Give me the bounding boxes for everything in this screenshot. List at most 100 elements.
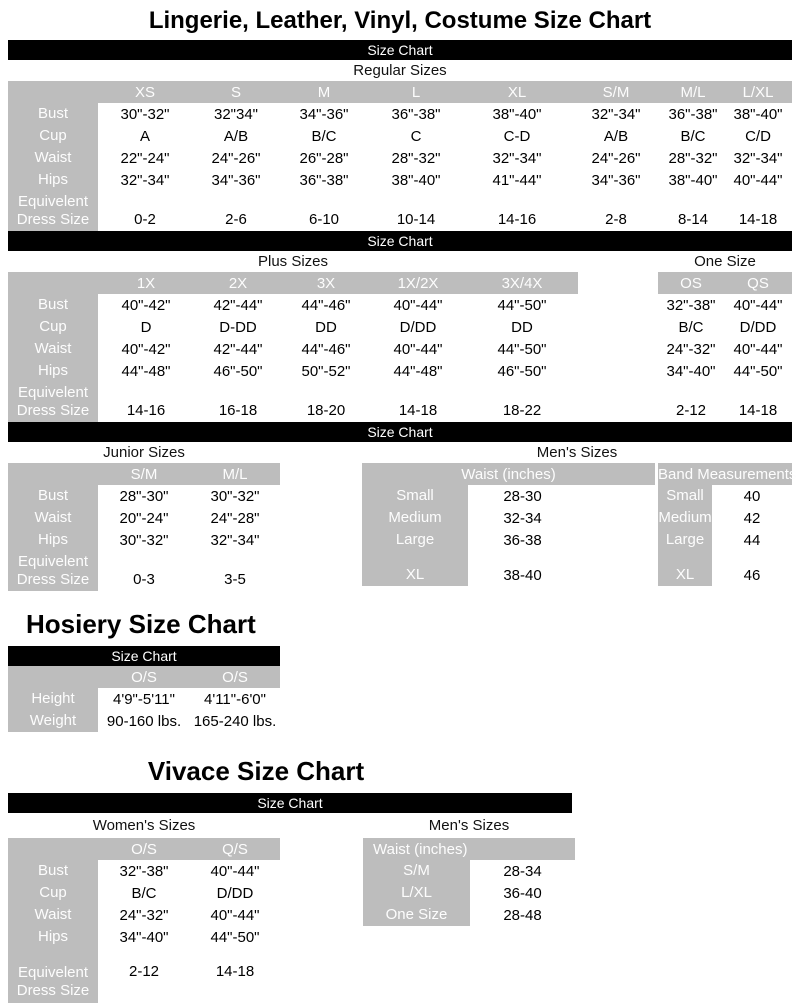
table-cell: 44"-50"	[497, 296, 547, 314]
row-label: Cup	[8, 316, 98, 338]
size-chart-bar: Size Chart	[8, 40, 792, 60]
table-row: Equivelent Dress Size 2-12 14-18	[8, 961, 280, 1003]
column-header: OS	[658, 272, 724, 294]
row-label: Waist	[8, 147, 98, 169]
table-row: Large 36-38	[362, 529, 655, 551]
table-row: Medium 32-34	[362, 507, 655, 529]
column-header: Waist (inches)	[362, 463, 656, 485]
table-cell: 40"-44"	[733, 340, 783, 358]
row-label: Medium	[362, 507, 468, 529]
table-cell: 34"-36"	[211, 171, 261, 189]
size-chart-bar: Size Chart	[8, 231, 792, 251]
table-cell: 32"-34"	[120, 171, 170, 189]
size-chart-bar: Size Chart	[8, 646, 280, 666]
table-cell: 40"-44"	[733, 171, 783, 189]
table-row: Hips 30"-32" 32"-34"	[8, 529, 280, 551]
table-cell: 32-34	[503, 509, 542, 527]
table-cell: D	[140, 318, 152, 336]
column-header: O/S	[98, 838, 190, 860]
row-label: XL	[362, 564, 468, 586]
column-header: M	[280, 81, 368, 103]
row-label: One Size	[363, 904, 470, 926]
column-header: S/M	[570, 81, 662, 103]
table-cell: 44"-48"	[393, 362, 443, 380]
table-cell: 36-38	[503, 531, 542, 549]
vivace-mens-table: Waist (inches) S/M 28-34 L/XL 36-40 One Size…	[363, 838, 575, 926]
table-cell: 26"-28"	[299, 149, 349, 167]
table-cell: 28"-30"	[119, 487, 169, 505]
row-label: Height	[8, 688, 98, 710]
table-cell: 32"-38"	[119, 862, 169, 880]
table-cell: B/C	[678, 318, 704, 336]
table-cell: 44"-46"	[301, 340, 351, 358]
header-row: Waist (inches)	[363, 838, 575, 860]
row-label: Equivelent Dress Size	[8, 961, 98, 1003]
table-row: Large 44	[658, 529, 792, 551]
table-cell: A/B	[603, 127, 629, 145]
table-row: Bust 40"-42" 42"-44" 44"-46" 40"-44" 44"-50"	[8, 294, 578, 316]
table-cell: 32"34"	[213, 105, 259, 123]
table-cell: 28-30	[503, 487, 542, 505]
column-header: S/M	[98, 463, 190, 485]
table-cell: 16-18	[218, 402, 258, 419]
table-row: Cup D D-DD DD D/DD DD	[8, 316, 578, 338]
table-cell: 6-10	[308, 211, 340, 228]
table-cell: B/C	[311, 127, 337, 145]
table-cell: 30"-32"	[210, 487, 260, 505]
table-row: Hips 44"-48" 46"-50" 50"-52" 44"-48" 46"-50"	[8, 360, 578, 382]
junior-sizes-table: S/M M/L Bust 28"-30" 30"-32" Waist 20"-24" 24…	[8, 463, 280, 591]
filler-cell	[577, 485, 655, 507]
page-title: Lingerie, Leather, Vinyl, Costume Size C…	[148, 7, 652, 34]
table-cell: 38"-40"	[733, 105, 783, 123]
womens-sizes-label: Women's Sizes	[92, 817, 196, 834]
row-label: S/M	[363, 860, 470, 882]
column-header: L/XL	[724, 81, 792, 103]
one-size-table: OS QS 32"-38" 40"-44" B/C D/DD 24"-32" 40"-44…	[658, 272, 792, 422]
table-cell: 38"-40"	[668, 171, 718, 189]
table-cell: 44"-50"	[497, 340, 547, 358]
table-cell: 44"-48"	[121, 362, 171, 380]
table-cell: 41"-44"	[492, 171, 542, 189]
table-cell: C-D	[503, 127, 531, 145]
table-cell: 4'9"-5'11"	[113, 690, 175, 708]
table-cell: 2-12	[128, 963, 160, 980]
table-cell	[98, 948, 190, 961]
table-row: S/M 28-34	[363, 860, 575, 882]
column-header: M/L	[662, 81, 724, 103]
spacer-row	[658, 551, 792, 564]
column-header: QS	[724, 272, 792, 294]
table-cell: 34"-36"	[591, 171, 641, 189]
size-chart-bar: Size Chart	[8, 793, 572, 813]
column-header: S	[192, 81, 280, 103]
table-row: 32"-38" 40"-44"	[658, 294, 792, 316]
header-row: OS QS	[658, 272, 792, 294]
table-cell: 0-3	[133, 571, 155, 588]
table-cell: 14-18	[738, 211, 778, 228]
header-row: S/M M/L	[8, 463, 280, 485]
column-header: M/L	[190, 463, 280, 485]
mens-sizes-label: Men's Sizes	[428, 817, 510, 834]
table-cell: 14-16	[126, 402, 166, 419]
row-label: Medium	[658, 507, 713, 529]
mens-sizes-label: Men's Sizes	[536, 444, 618, 461]
row-label: XL	[658, 564, 713, 586]
table-cell: 44	[743, 531, 761, 549]
column-header: 3X	[282, 272, 370, 294]
table-cell: 28-48	[503, 906, 542, 924]
corner-cell	[8, 463, 98, 485]
table-cell: 36-40	[503, 884, 542, 902]
row-label: Waist	[8, 338, 98, 360]
table-cell: B/C	[680, 127, 706, 145]
table-cell: 90-160 lbs.	[106, 712, 182, 730]
table-cell: 22"-24"	[120, 149, 170, 167]
table-row: Bust 32"-38" 40"-44"	[8, 860, 280, 882]
row-label: Bust	[8, 294, 98, 316]
table-cell: 32"-34"	[210, 531, 260, 549]
row-label: Cup	[8, 882, 98, 904]
table-row: Waist 24"-32" 40"-44"	[8, 904, 280, 926]
row-label: Equivelent Dress Size	[8, 551, 98, 591]
regular-sizes-label: Regular Sizes	[353, 62, 447, 79]
table-cell: 18-22	[502, 402, 542, 419]
table-cell: 28"-32"	[391, 149, 441, 167]
table-cell: 40"-44"	[393, 340, 443, 358]
